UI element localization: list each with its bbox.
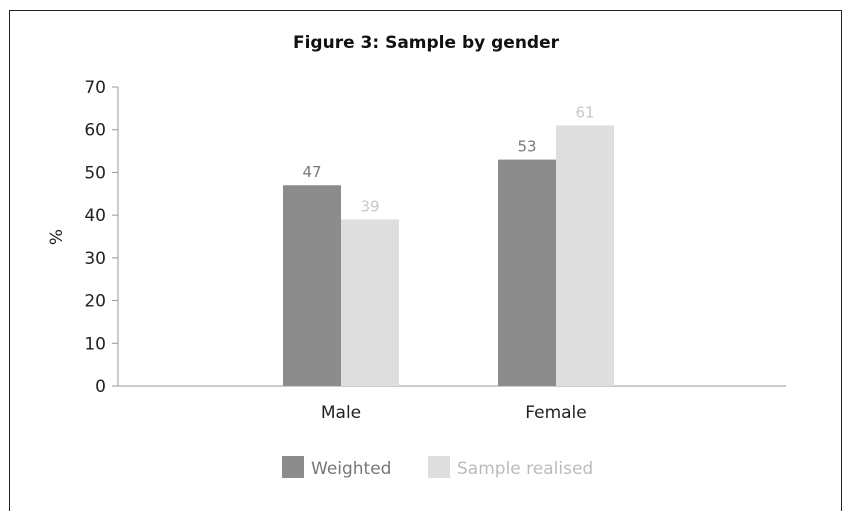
chart-title: Figure 3: Sample by gender — [293, 33, 560, 53]
y-tick-label: 10 — [84, 334, 106, 354]
y-tick-label: 0 — [95, 377, 106, 397]
data-label: 39 — [360, 197, 379, 215]
data-label: 61 — [575, 103, 594, 121]
bar-weighted-male — [283, 185, 341, 386]
bars: 47 39 Male 53 61 Female — [283, 103, 614, 423]
legend-swatch — [282, 456, 304, 478]
x-tick-label: Female — [525, 403, 586, 423]
legend: Weighted Sample realised — [282, 456, 593, 479]
data-label: 53 — [517, 138, 536, 156]
legend-swatch — [428, 456, 450, 478]
y-tick-label: 40 — [84, 206, 106, 226]
y-tick-label: 20 — [84, 292, 106, 312]
y-tick-label: 60 — [84, 121, 106, 141]
y-tick-label: 50 — [84, 163, 106, 183]
bar-weighted-female — [498, 159, 556, 386]
bar-sample-realised-male — [341, 219, 399, 386]
legend-label: Sample realised — [457, 459, 593, 479]
legend-label: Weighted — [311, 459, 391, 479]
chart-frame — [9, 10, 842, 511]
x-tick-label: Male — [321, 403, 361, 423]
axes: 0 10 20 30 40 50 60 70 — [84, 78, 786, 397]
y-axis-label: % — [47, 229, 67, 245]
y-tick-label: 70 — [84, 78, 106, 98]
y-tick-label: 30 — [84, 249, 106, 269]
data-label: 47 — [302, 163, 321, 181]
bar-sample-realised-female — [556, 125, 614, 386]
